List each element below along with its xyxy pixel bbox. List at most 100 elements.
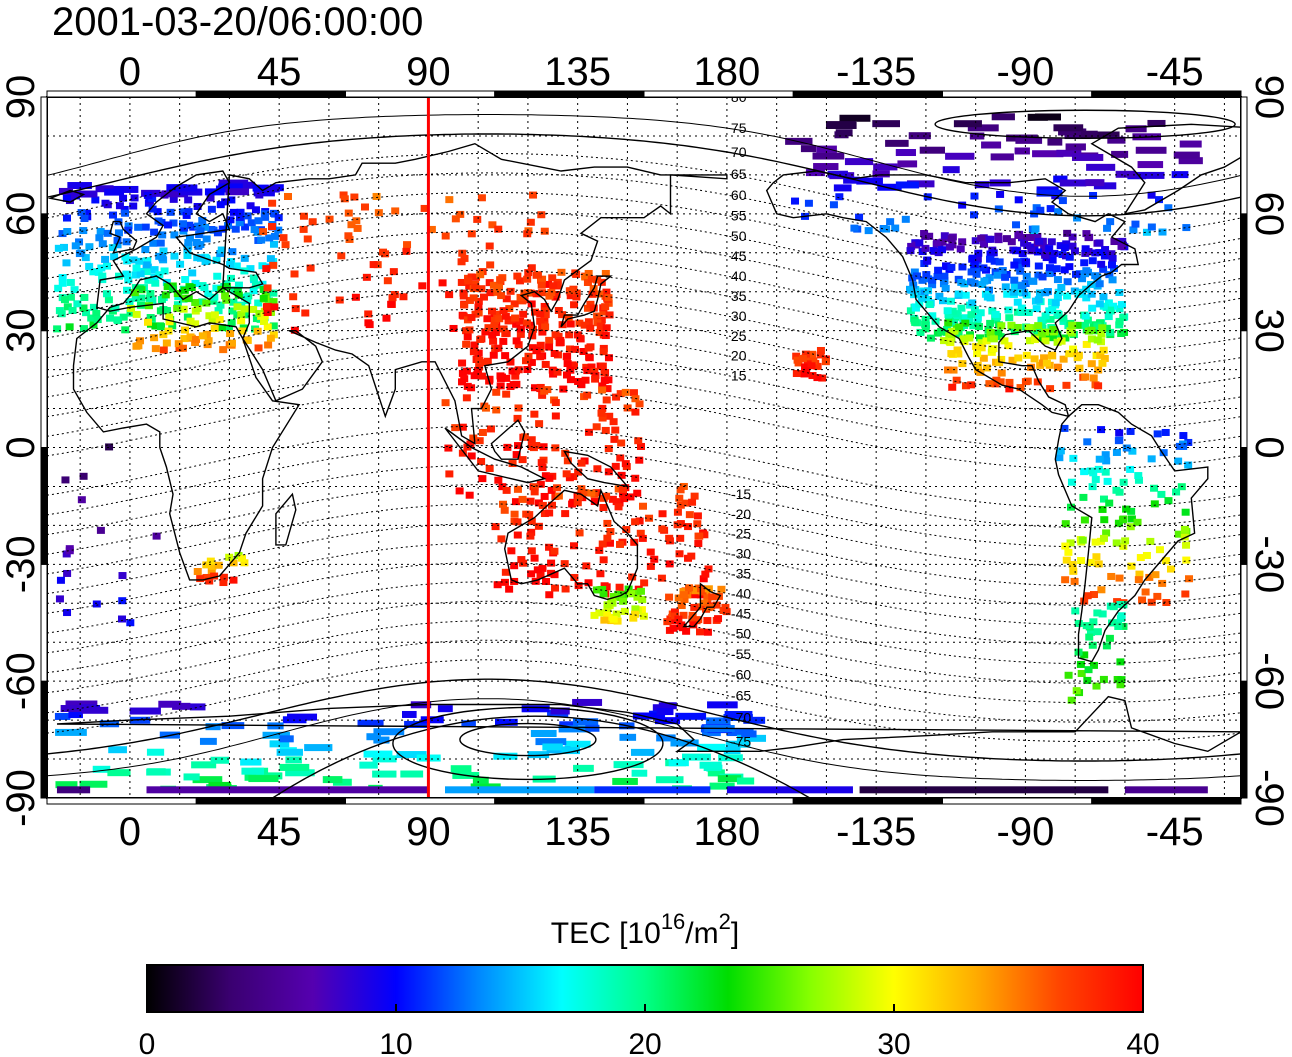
tec-cell [953,120,982,128]
mlat-label: 25 [731,328,747,344]
tec-cell [535,738,567,746]
tec-cell [400,770,424,778]
tec-cell [179,305,188,313]
tec-cell [924,287,933,295]
tec-cell [1117,330,1126,338]
map-area[interactable]: 8075706560555045403530252015-15-20-25-30… [47,89,1258,798]
axis-ticks: 0045459090135135180180-135-135-90-90-45-… [0,50,1291,854]
left-lat-tick-label: -30 [0,535,43,593]
tec-cell [635,517,644,525]
tec-cell [264,185,280,193]
tec-cell [1108,276,1117,284]
coastlines [47,123,1241,753]
tec-cell [206,194,215,202]
tec-cell [81,706,109,714]
tec-cell [821,358,830,366]
tec-cell [590,498,599,506]
tec-cell [472,776,489,784]
tec-cell [1014,147,1030,155]
tec-cell [675,712,707,720]
tec-cell [611,462,620,470]
tec-cell [700,599,709,607]
tec-cell [1082,230,1091,238]
tec-cell [216,301,225,309]
tec-cell [458,359,467,367]
tec-cell [352,217,361,225]
tec-cell [510,510,519,518]
tec-cell [381,250,390,258]
tec-cell [144,318,153,326]
tec-cell [1085,179,1105,187]
tec-cell [566,292,575,300]
tec-cell [141,246,150,254]
left-lat-tick-label: 30 [0,308,43,353]
tec-cell [118,615,127,623]
tec-cell [1050,249,1059,257]
tec-cell [595,609,604,617]
tec-cell [1074,290,1083,298]
tec-cell [1074,619,1083,627]
tec-cell [599,590,608,598]
tec-cell [1099,265,1108,273]
tec-cell [562,371,571,379]
left-lat-tick-label: -90 [0,769,43,827]
magnetic-latitude-contours: 8075706560555045403530252015-15-20-25-30… [47,97,1241,798]
tec-cell [638,502,647,510]
tec-cell [679,591,688,599]
tec-cell [289,293,298,301]
mlat-label: 45 [731,248,747,264]
tec-cell [654,717,681,725]
tec-cell [957,304,966,312]
tec-cell [717,775,742,783]
tec-cell [704,565,713,573]
tec-cell [476,335,485,343]
tec-cell [977,234,986,242]
tec-cell [216,250,225,258]
tec-cell [612,610,621,618]
tec-cell [119,313,128,321]
tec-cell [522,357,531,365]
tec-cell [531,577,540,585]
tec-cell [121,326,130,334]
tec-cell [162,339,171,347]
tec-cell [658,702,677,710]
tec-cell [1085,633,1094,641]
tec-cell [459,292,468,300]
tec-cell [58,274,67,282]
tec-cell [1099,675,1108,683]
tec-cell [514,442,523,450]
tec-cell [80,293,89,301]
tec-cell [606,528,615,536]
tec-cell [958,263,967,271]
tec-cell [1097,426,1106,434]
tec-cell [1095,239,1104,247]
tec-cell [71,242,80,250]
tec-cell [488,221,497,229]
tec-cell [586,324,595,332]
tec-cell [691,587,700,595]
tec-cell [1098,610,1107,618]
tec-cell [111,304,120,312]
tec-cell [540,510,549,518]
tec-cell [1121,537,1130,545]
tec-cell [228,248,237,256]
tec-cell [1002,235,1011,243]
tec-cell [403,241,412,249]
tec-cell [1010,328,1019,336]
tec-cell [970,261,979,269]
tec-cell [1118,237,1127,245]
tec-cell [1104,313,1113,321]
tec-cell [712,601,721,609]
tec-cell [980,277,989,285]
tec-cell [911,318,920,326]
tec-cell [169,195,178,203]
tec-cell [919,146,945,154]
tec-cell [726,729,754,737]
tec-cell [1033,378,1042,386]
tec-cell [101,255,110,263]
tec-cell [113,316,122,324]
frame-bar-bottom [195,797,346,805]
tec-cell [656,734,676,742]
tec-cell [1007,321,1016,329]
tec-cell [183,313,192,321]
